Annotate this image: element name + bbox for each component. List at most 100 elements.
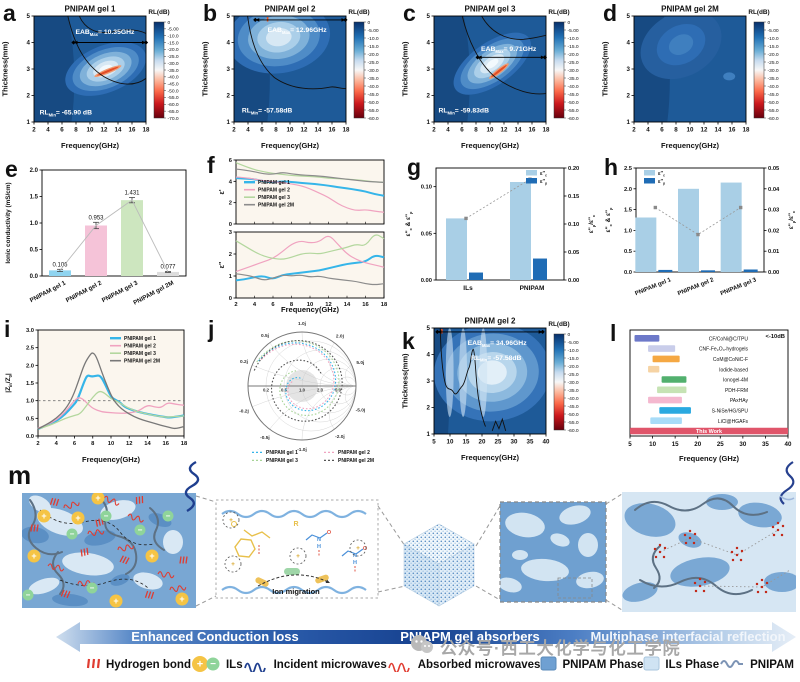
svg-text:0.05: 0.05 — [421, 231, 433, 237]
svg-text:4: 4 — [646, 127, 650, 134]
svg-text:0: 0 — [229, 222, 232, 228]
x-category-label: PNIPAM gel 1 — [29, 279, 68, 304]
svg-text:-10.0: -10.0 — [568, 348, 579, 354]
legend-item-hydrogen-bond: Hydrogen bond — [86, 657, 191, 673]
svg-text:0.5: 0.5 — [30, 248, 39, 254]
x-axis-label: Frequency (GHz) — [679, 454, 740, 463]
svg-text:5: 5 — [627, 13, 631, 20]
schematic-legend: Hydrogen bond + − ILs Incident microwaves… — [0, 650, 800, 680]
svg-text:0.2j: 0.2j — [240, 359, 248, 365]
svg-text:+: + — [149, 551, 154, 561]
svg-text:14: 14 — [344, 302, 351, 308]
svg-text:-5.00: -5.00 — [368, 28, 379, 34]
rl-annotation: RLMin= -65.90 dB — [40, 110, 92, 118]
svg-text:1: 1 — [427, 431, 431, 438]
colorbar-label: RL(dB) — [348, 9, 369, 16]
svg-text:-20.0: -20.0 — [768, 52, 779, 58]
legend-entry: PNIPAM gel 3 — [266, 458, 298, 464]
svg-text:5.0j: 5.0j — [356, 360, 364, 366]
svg-text:3: 3 — [229, 230, 233, 236]
hydrogen-bond-icon — [86, 657, 101, 673]
wechat-icon — [410, 634, 434, 659]
svg-text:1.5: 1.5 — [624, 208, 633, 214]
svg-text:+: + — [95, 493, 100, 503]
svg-text:10: 10 — [287, 127, 294, 134]
x-axis-label: Frequency(GHz) — [661, 141, 719, 150]
chart-i: 0.0 0.5 1.0 1.5 2.0 2.5 3.0 2 4 6 8 10 12 14 16 18 PNIPA… — [5, 328, 188, 464]
svg-text:8: 8 — [74, 127, 78, 134]
chart-title: PNIPAM gel 2 — [265, 5, 317, 14]
legend-item-absorbed: Absorbed microwaves — [387, 656, 540, 675]
svg-text:4: 4 — [46, 127, 50, 134]
svg-text:8: 8 — [474, 127, 478, 134]
svg-text:14: 14 — [144, 441, 151, 447]
svg-text:-10.0: -10.0 — [768, 36, 779, 42]
x-category-label: PNIPAM gel 2M — [132, 280, 175, 307]
svg-text:25: 25 — [717, 441, 724, 448]
svg-text:-30.0: -30.0 — [568, 68, 579, 74]
pnipam-chain-icon — [719, 658, 745, 673]
svg-text:0.0: 0.0 — [26, 434, 34, 440]
legend-entry: PNIPAM gel 2 — [124, 344, 156, 350]
svg-text:-35.0: -35.0 — [568, 388, 579, 394]
svg-text:1: 1 — [229, 274, 233, 280]
svg-text:0.03: 0.03 — [768, 208, 780, 214]
x-axis-label: Frequency(GHz) — [461, 453, 519, 462]
ils-icon: + − — [191, 655, 221, 676]
svg-text:4: 4 — [227, 40, 231, 47]
svg-text:8: 8 — [274, 127, 278, 134]
svg-text:1.5: 1.5 — [30, 195, 39, 201]
legend-entry: PNIPAM gel 3 — [258, 195, 290, 201]
svg-text:16: 16 — [163, 441, 170, 447]
svg-text:8: 8 — [674, 127, 678, 134]
svg-text:-20.0: -20.0 — [568, 364, 579, 370]
panel-letter-d: d — [603, 0, 618, 26]
panel-letter-h: h — [604, 154, 619, 180]
svg-text:-10.0: -10.0 — [168, 34, 179, 40]
svg-text:1: 1 — [27, 119, 31, 126]
svg-text:10: 10 — [108, 441, 114, 447]
svg-text:0: 0 — [168, 20, 171, 26]
eab-annotation: EABMax= 12.96GHz — [268, 27, 328, 35]
svg-text:12: 12 — [126, 441, 132, 447]
threshold-annotation: <-10dB — [766, 334, 786, 340]
svg-text:2.0: 2.0 — [624, 187, 632, 193]
svg-text:2.0j: 2.0j — [336, 333, 344, 339]
svg-text:-40.0: -40.0 — [768, 84, 779, 90]
bar-value-label: 0.077 — [160, 264, 176, 270]
panel-letter-c: c — [403, 0, 416, 26]
svg-text:0: 0 — [368, 20, 371, 26]
svg-text:4: 4 — [27, 40, 31, 47]
svg-text:-40.0: -40.0 — [368, 84, 379, 90]
svg-text:1.0: 1.0 — [299, 388, 306, 393]
svg-text:-35.0: -35.0 — [368, 76, 379, 82]
svg-text:0.05: 0.05 — [768, 166, 780, 172]
svg-text:0.5: 0.5 — [26, 416, 35, 422]
svg-text:0.2: 0.2 — [263, 388, 270, 393]
svg-text:0.05: 0.05 — [568, 250, 580, 256]
svg-text:20: 20 — [694, 441, 701, 448]
svg-text:-25.0: -25.0 — [168, 54, 179, 60]
svg-text:12: 12 — [101, 127, 108, 134]
chart-l: 5 10 15 20 25 30 35 40 CF/CoNi@C/TPU CNF-Fe₃O₄-hy… — [628, 329, 792, 463]
svg-text:10: 10 — [87, 127, 94, 134]
chart-title: PNIPAM gel 2M — [661, 5, 719, 14]
svg-text:-55.0: -55.0 — [568, 420, 579, 426]
svg-text:-60.0: -60.0 — [568, 116, 579, 122]
svg-text:3: 3 — [427, 378, 431, 385]
svg-text:2.0: 2.0 — [26, 363, 34, 369]
svg-text:-50.0: -50.0 — [168, 88, 179, 94]
svg-text:H: H — [353, 560, 357, 566]
svg-text:6: 6 — [271, 302, 275, 308]
svg-text:-35.0: -35.0 — [168, 68, 179, 74]
svg-text:-60.0: -60.0 — [568, 428, 579, 434]
legend-entry: PNIPAM gel 1 — [124, 336, 156, 342]
svg-text:5: 5 — [27, 13, 31, 20]
rl-annotation: RLMin= -57.58dB — [242, 107, 293, 115]
legend-item-pnipam-chain: PNIPAM — [719, 658, 794, 673]
x-category-label: PNIPAM — [520, 285, 545, 292]
svg-text:+: + — [356, 545, 360, 552]
panel-letter-b: b — [203, 0, 218, 26]
svg-text:10: 10 — [447, 439, 454, 446]
